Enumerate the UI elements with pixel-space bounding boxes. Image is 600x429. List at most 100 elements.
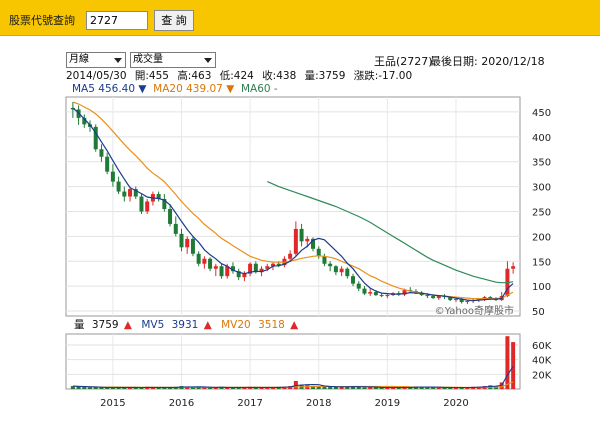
ma5-line	[72, 107, 514, 302]
candle-body	[253, 263, 258, 273]
candle-body	[230, 266, 235, 272]
query-button[interactable]: 查 詢	[154, 10, 194, 31]
price-tick-label: 150	[532, 257, 551, 268]
volume-bar	[505, 336, 510, 389]
indicator-select[interactable]: 成交量	[130, 52, 216, 68]
volume-bar	[82, 386, 87, 389]
last-date: 最後日期: 2020/12/18	[430, 55, 545, 68]
volume-bar	[253, 387, 258, 389]
volume-bar	[453, 387, 458, 389]
svg-text:量 3759 ▲ MV5: 量 3759 ▲ MV5 3931 ▲ MV20 3518 ▲	[74, 319, 299, 331]
quote-date: 2014/05/30	[66, 70, 127, 82]
candle-body	[219, 266, 224, 277]
candle-body	[436, 296, 441, 299]
volume-bar	[196, 386, 201, 389]
period-select[interactable]: 月線	[66, 52, 126, 68]
candle-body	[465, 301, 470, 303]
volume-tick-label: 20K	[532, 370, 552, 381]
volume-bar	[396, 387, 401, 389]
volume-bar	[105, 387, 110, 389]
candle-body	[339, 268, 344, 273]
candle-body	[385, 295, 390, 297]
candle-body	[448, 297, 453, 301]
candle-body	[333, 266, 338, 273]
volume-bar	[459, 387, 464, 389]
candle-body	[276, 263, 281, 266]
x-tick-label: 2015	[100, 398, 125, 409]
volume-panel-frame	[65, 333, 521, 390]
volume-bar	[242, 387, 247, 389]
mv20-label: MV20	[221, 319, 251, 331]
volume-bar	[133, 387, 138, 389]
volume-bar	[391, 387, 396, 389]
x-tick-label: 2018	[306, 398, 331, 409]
volume-bar	[185, 386, 190, 389]
candle-body	[511, 266, 516, 269]
volume-tick-label: 60K	[532, 341, 552, 352]
candle-body	[488, 297, 493, 299]
mv5-value: 3931	[172, 319, 199, 331]
x-tick-label: 2016	[169, 398, 194, 409]
volume-bar	[368, 387, 373, 389]
volume-bar	[259, 387, 264, 389]
volume-bar	[345, 386, 350, 389]
volume-bar	[293, 380, 298, 389]
price-panel: 50 100 150 200 250 300 350 400 450	[65, 96, 551, 318]
candle-body	[270, 263, 275, 267]
volume-bar	[511, 342, 516, 389]
price-tick-label: 450	[532, 108, 551, 119]
mv20-value: 3518	[258, 319, 285, 331]
candle-body	[99, 149, 104, 157]
volume-panel: 20K 40K 60K	[65, 333, 552, 390]
candle-body	[128, 189, 133, 197]
volume-bar	[168, 387, 173, 389]
stock-name: 王品(2727)	[374, 55, 433, 68]
candle-body	[453, 299, 458, 301]
volume-bar	[316, 386, 321, 389]
candle-body	[368, 292, 373, 294]
price-tick-label: 100	[532, 282, 551, 293]
ma20-label: MA20	[153, 83, 183, 95]
volume-bar	[219, 386, 224, 389]
candle-body	[459, 299, 464, 303]
volume-bar	[202, 387, 207, 389]
volume-bar	[431, 387, 436, 389]
candle-body	[122, 191, 127, 197]
volume-bar	[402, 387, 407, 389]
volume-bar	[328, 386, 333, 389]
volume-legend: 量 3759 ▲ MV5 3931 ▲ MV20 3518 ▲	[74, 319, 299, 331]
vol-value: 3759	[92, 319, 119, 331]
candle-body	[402, 290, 407, 295]
candle-body	[236, 271, 241, 278]
candle-body	[173, 223, 178, 234]
candle-body	[242, 273, 247, 278]
candle-body	[351, 276, 356, 284]
up-triangle-icon: ▲	[204, 319, 213, 331]
candle-body	[82, 117, 87, 125]
volume-bar	[236, 387, 241, 389]
volume-bar	[351, 386, 356, 389]
stock-code-input[interactable]	[86, 11, 148, 30]
price-tick-label: 350	[532, 158, 551, 169]
candle-body	[168, 208, 173, 224]
down-triangle-icon: ▼	[226, 83, 235, 95]
volume-bar	[208, 387, 213, 389]
search-bar: 股票代號查詢 查 詢	[0, 0, 600, 36]
indicator-select-value: 成交量	[133, 54, 163, 65]
candle-body	[156, 194, 161, 200]
volume-bar	[425, 387, 430, 389]
candle-body	[305, 238, 310, 242]
volume-bar	[413, 386, 418, 389]
volume-bar	[265, 387, 270, 389]
volume-bar	[225, 387, 230, 389]
volume-tick-label: 40K	[532, 356, 552, 367]
candle-body	[293, 228, 298, 254]
x-tick-label: 2019	[375, 398, 400, 409]
volume-bar	[448, 387, 453, 389]
candle-body	[93, 126, 98, 150]
volume-bar	[419, 386, 424, 389]
candle-body	[208, 258, 213, 269]
candle-body	[196, 253, 201, 264]
volume-bar	[322, 386, 327, 389]
candle-body	[190, 238, 195, 254]
